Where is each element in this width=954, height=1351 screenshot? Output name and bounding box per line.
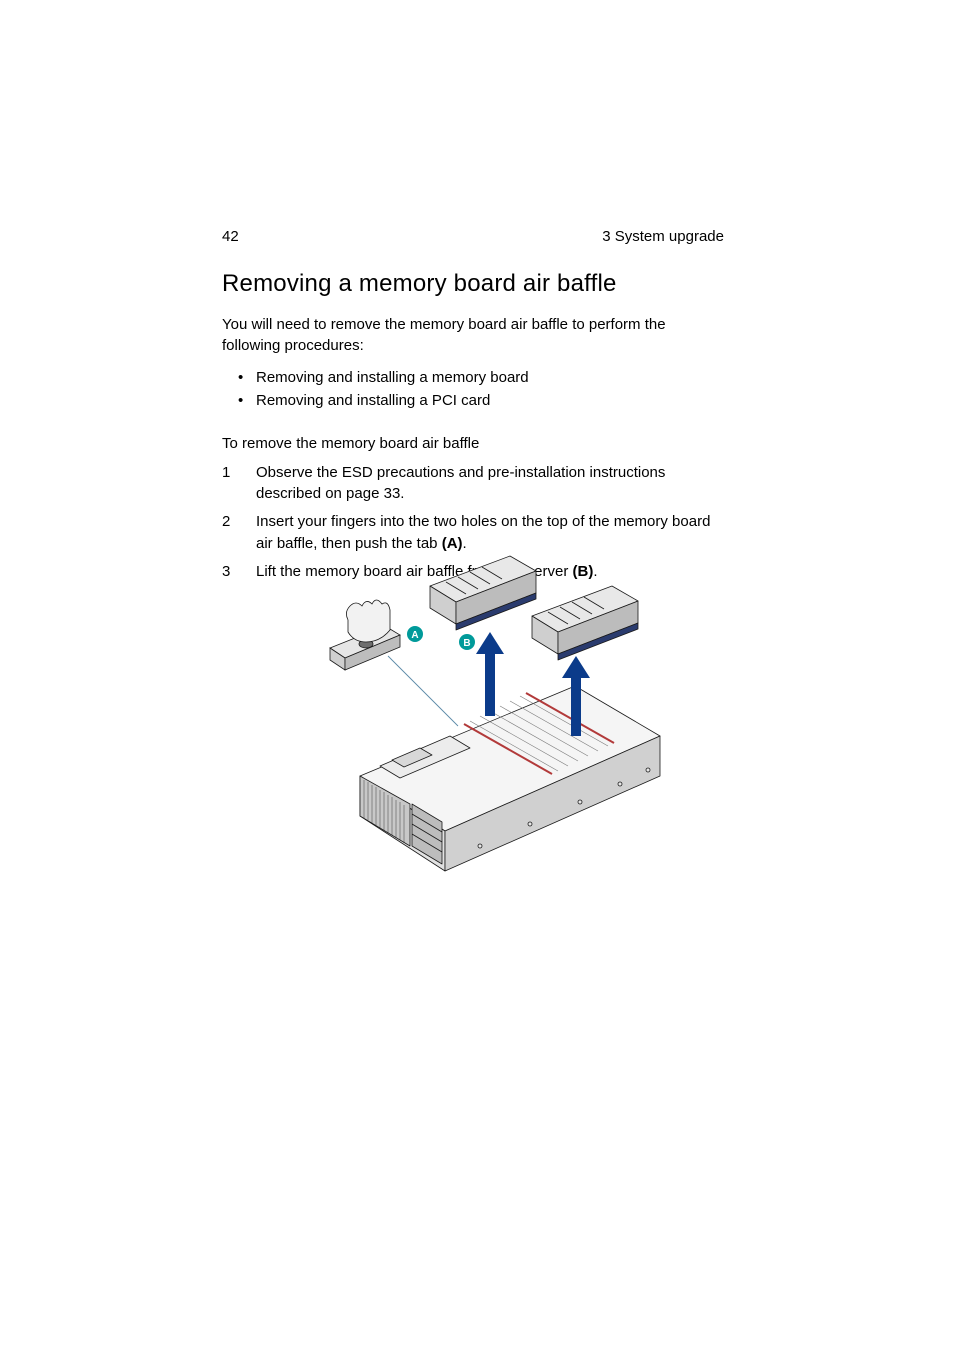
server-illustration: A B bbox=[300, 546, 690, 891]
step-item: Observe the ESD precautions and pre-inst… bbox=[222, 462, 722, 506]
chassis-icon bbox=[360, 686, 660, 871]
svg-text:B: B bbox=[463, 638, 470, 649]
baffle-right-icon bbox=[532, 586, 638, 660]
running-head: 3 System upgrade bbox=[602, 228, 724, 245]
finger-push-icon bbox=[330, 600, 400, 670]
bullet-list: Removing and installing a memory board R… bbox=[222, 366, 722, 413]
content-block: Removing a memory board air baffle You w… bbox=[222, 270, 722, 588]
step-text: Observe the ESD precautions and pre-inst… bbox=[256, 464, 665, 503]
section-title: Removing a memory board air baffle bbox=[222, 270, 722, 298]
page-number: 42 bbox=[222, 228, 239, 245]
procedure-subhead: To remove the memory board air baffle bbox=[222, 435, 722, 452]
callout-a-icon: A bbox=[407, 626, 423, 642]
leader-line bbox=[388, 656, 458, 726]
svg-text:A: A bbox=[411, 630, 418, 641]
page: 42 3 System upgrade Removing a memory bo… bbox=[0, 0, 954, 1351]
list-item: Removing and installing a PCI card bbox=[222, 389, 722, 412]
list-item: Removing and installing a memory board bbox=[222, 366, 722, 389]
baffle-left-icon bbox=[430, 556, 536, 630]
callout-b-icon: B bbox=[459, 634, 475, 650]
page-header: 42 3 System upgrade bbox=[222, 228, 724, 245]
intro-paragraph: You will need to remove the memory board… bbox=[222, 314, 722, 356]
